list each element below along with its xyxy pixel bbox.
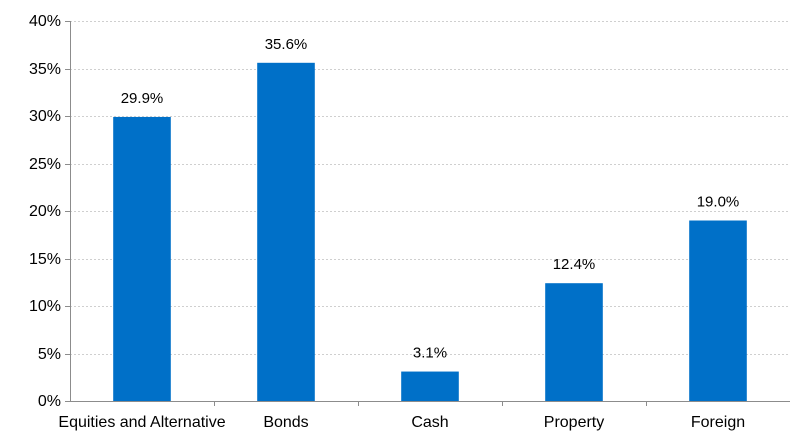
y-tick-label: 20% — [29, 203, 61, 220]
y-tick-label: 40% — [29, 13, 61, 30]
x-category-label: Equities and Alternative — [58, 414, 225, 431]
data-label: 35.6% — [265, 36, 308, 53]
bar — [545, 283, 603, 401]
y-tick-label: 35% — [29, 61, 61, 78]
y-tick-label: 0% — [38, 393, 61, 410]
y-tick-label: 15% — [29, 251, 61, 268]
data-label: 3.1% — [413, 345, 447, 362]
y-tick-label: 5% — [38, 346, 61, 363]
x-category-label: Cash — [411, 414, 448, 431]
bars — [113, 62, 747, 402]
axes — [70, 21, 790, 406]
x-category-label: Property — [544, 414, 604, 431]
bar — [257, 62, 315, 402]
data-label: 19.0% — [697, 194, 740, 211]
data-label: 29.9% — [121, 90, 164, 107]
data-labels: 29.9% 35.6% 3.1% 12.4% 19.0% — [121, 36, 740, 362]
gridlines — [70, 21, 790, 355]
bar — [401, 371, 459, 401]
y-tick-label: 30% — [29, 108, 61, 125]
bar — [689, 220, 747, 401]
bar — [113, 116, 171, 401]
x-category-label: Bonds — [263, 414, 308, 431]
x-category-label: Foreign — [691, 414, 745, 431]
y-tick-label: 10% — [29, 298, 61, 315]
data-label: 12.4% — [553, 256, 596, 273]
y-axis-ticks: 0% 5% 10% 15% 20% 25% 30% 35% 40% — [29, 13, 70, 410]
x-axis-categories: Equities and Alternative Bonds Cash Propert… — [58, 414, 745, 431]
y-tick-label: 25% — [29, 156, 61, 173]
